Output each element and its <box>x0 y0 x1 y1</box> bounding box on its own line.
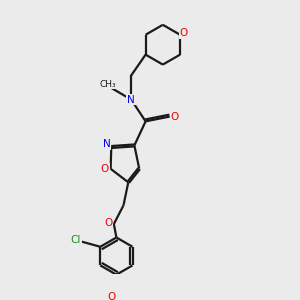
Text: O: O <box>107 292 116 300</box>
Text: N: N <box>103 140 110 149</box>
Text: O: O <box>170 112 178 122</box>
Text: O: O <box>101 164 109 174</box>
Text: CH₃: CH₃ <box>99 80 116 88</box>
Text: O: O <box>104 218 112 228</box>
Text: N: N <box>127 94 135 104</box>
Text: O: O <box>180 28 188 38</box>
Text: Cl: Cl <box>70 236 81 245</box>
